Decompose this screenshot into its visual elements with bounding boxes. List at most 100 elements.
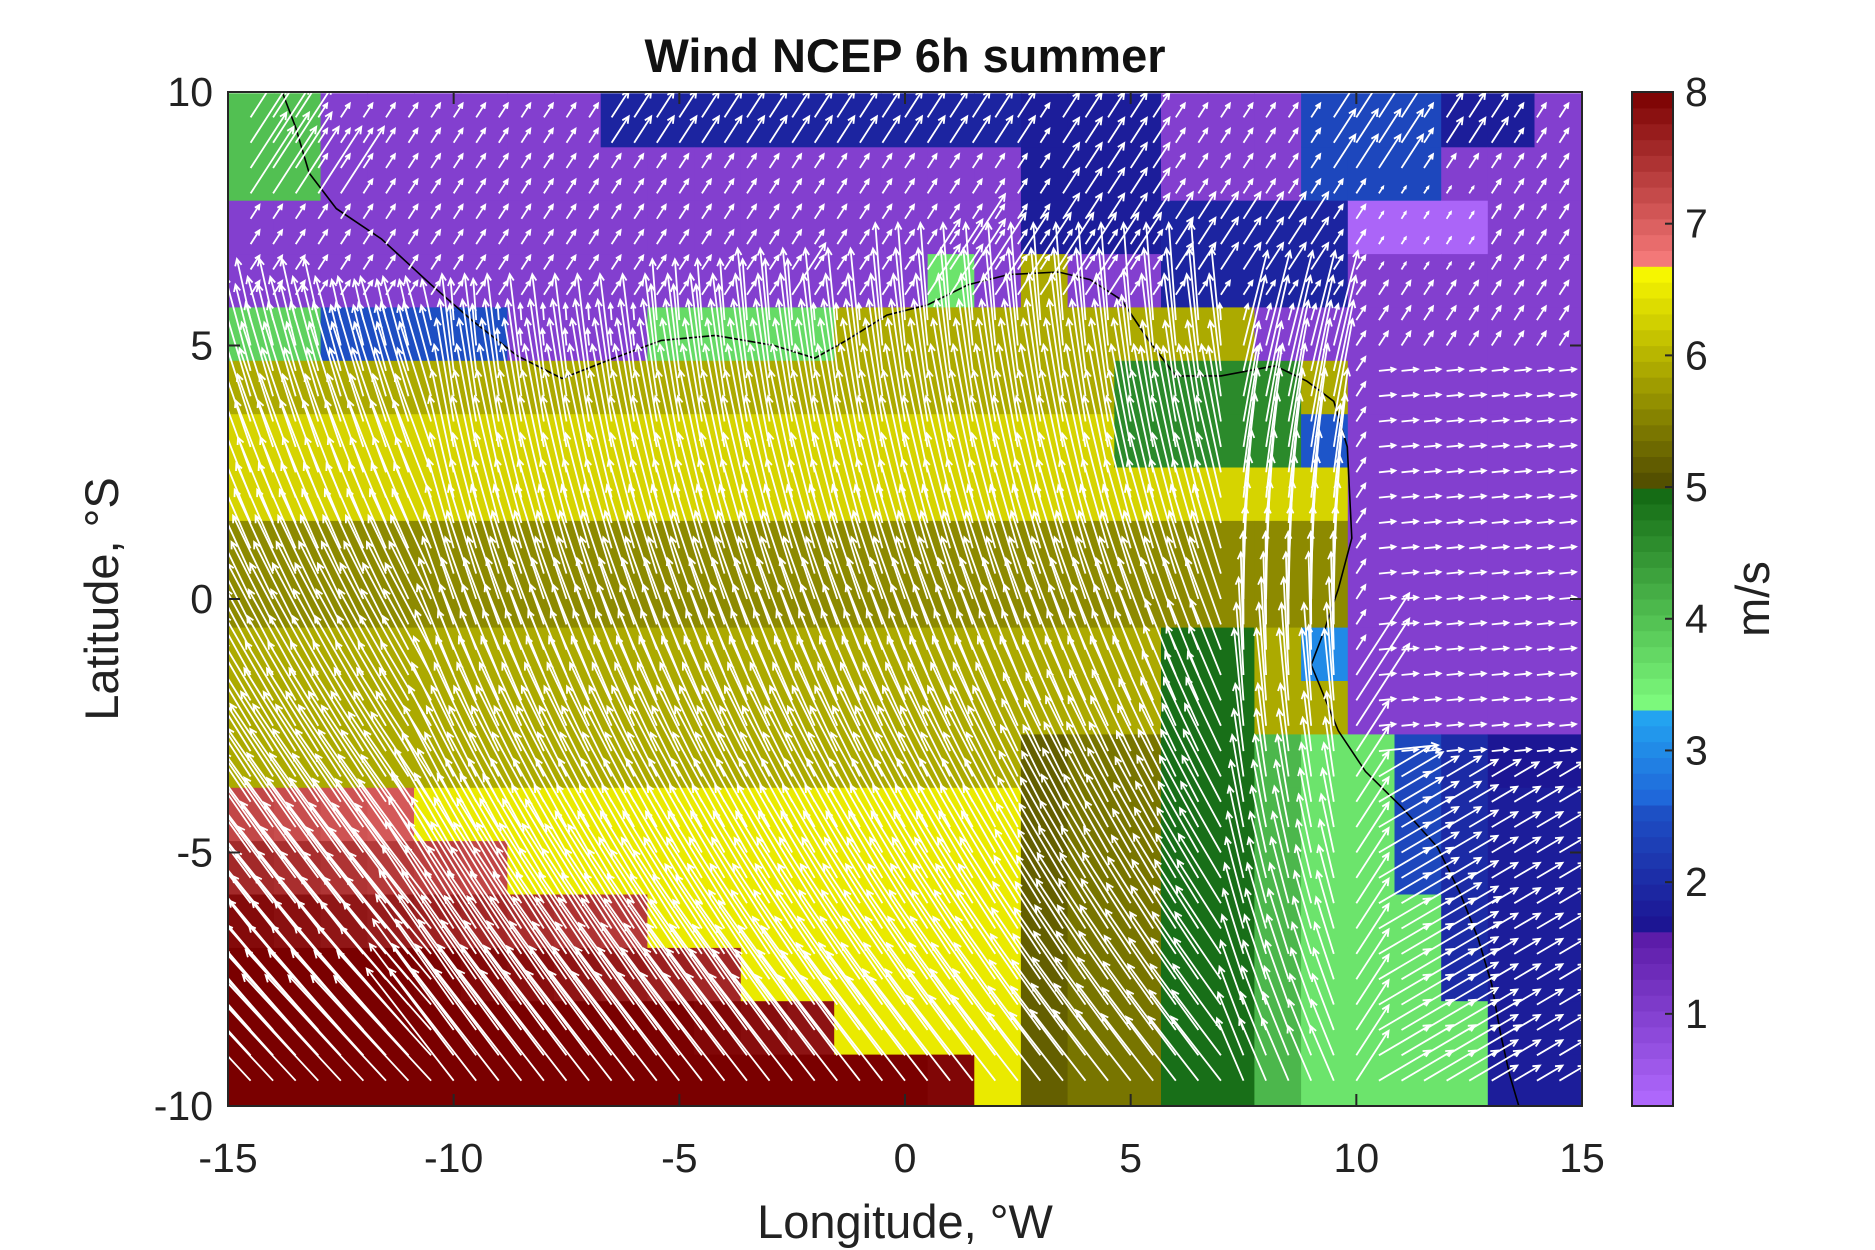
wind-arrow — [1001, 608, 1042, 701]
colorbar-swatch — [1632, 1042, 1673, 1059]
wind-arrow — [862, 661, 906, 752]
wind-arrow — [1378, 670, 1398, 678]
wind-arrow — [294, 92, 314, 118]
wind-arrow — [650, 483, 681, 574]
wind-arrow — [317, 125, 363, 194]
wind-arrow — [915, 809, 974, 904]
wind-arrow — [499, 342, 523, 448]
wind-arrow — [1333, 228, 1344, 245]
wind-arrow — [1208, 246, 1222, 346]
wind-arrow — [1063, 773, 1109, 853]
wind-arrow — [267, 640, 320, 727]
wind-arrow — [272, 228, 284, 245]
wind-arrow — [1355, 634, 1367, 651]
wind-arrow — [1581, 191, 1582, 194]
wind-arrow — [302, 461, 342, 549]
wind-arrow — [1513, 177, 1525, 194]
wind-arrow — [719, 457, 748, 549]
wind-arrow — [1468, 784, 1500, 803]
heatmap-cell — [1534, 413, 1582, 468]
wind-arrow — [1581, 724, 1582, 726]
wind-arrow — [955, 608, 997, 701]
wind-arrow — [949, 228, 961, 245]
wind-arrow — [841, 915, 906, 1006]
wind-arrow — [746, 114, 766, 144]
wind-arrow — [1040, 773, 1087, 853]
wind-arrow — [606, 457, 636, 549]
wind-arrow — [469, 731, 523, 828]
wind-arrow — [445, 509, 478, 600]
wind-arrow — [1378, 92, 1380, 93]
wind-arrow — [588, 127, 600, 144]
colorbar-swatch — [1632, 218, 1673, 236]
wind-arrow — [1084, 116, 1103, 144]
wind-arrow — [777, 862, 839, 955]
wind-arrow — [1401, 751, 1445, 778]
wind-arrow — [337, 753, 410, 854]
wind-arrow — [422, 509, 455, 600]
wind-arrow — [501, 661, 545, 752]
wind-arrow — [1514, 594, 1533, 601]
wind-arrow — [615, 635, 658, 727]
wind-arrow — [1226, 784, 1245, 853]
wind-arrow — [1536, 1064, 1565, 1082]
wind-arrow — [901, 431, 929, 524]
wind-arrow — [305, 346, 342, 448]
wind-arrow — [1287, 127, 1299, 144]
wind-arrow — [676, 431, 703, 524]
wind-arrow — [584, 327, 592, 346]
wind-arrow — [1490, 279, 1502, 296]
wind-arrow — [1445, 152, 1457, 169]
wind-arrow — [710, 836, 771, 929]
wind-arrow — [697, 394, 726, 498]
wind-arrow — [884, 316, 906, 422]
wind-arrow — [362, 177, 374, 194]
wind-arrow — [1514, 442, 1533, 449]
heatmap-cell — [1347, 466, 1396, 521]
wind-arrow — [546, 316, 568, 422]
wind-arrow — [1446, 391, 1466, 399]
wind-arrow — [430, 177, 442, 194]
wind-arrow — [674, 457, 703, 549]
wind-arrow — [434, 968, 523, 1082]
wind-arrow — [1107, 192, 1126, 220]
wind-arrow — [514, 731, 568, 828]
wind-arrow — [881, 203, 893, 220]
wind-arrow — [1491, 811, 1520, 828]
wind-arrow — [243, 300, 274, 397]
wind-arrow — [607, 327, 614, 346]
wind-arrow — [929, 967, 997, 1056]
wind-arrow — [1514, 543, 1533, 551]
wind-arrow — [971, 192, 1007, 245]
wind-arrow — [1170, 457, 1200, 549]
wind-arrow — [920, 483, 951, 574]
wind-arrow — [632, 368, 658, 473]
wind-arrow — [266, 300, 297, 397]
wind-arrow — [514, 483, 545, 574]
wind-arrow — [1196, 368, 1222, 473]
wind-arrow — [643, 836, 703, 929]
wind-arrow — [579, 535, 613, 625]
wind-arrow — [467, 757, 523, 853]
wind-arrow — [1310, 274, 1336, 372]
wind-arrow — [1129, 192, 1148, 220]
wind-arrow — [988, 958, 1042, 1031]
wind-arrow — [1143, 535, 1177, 625]
wind-arrow — [1333, 177, 1344, 194]
colorbar-swatch — [1632, 393, 1673, 410]
wind-arrow — [1017, 92, 1036, 118]
wind-arrow — [815, 342, 839, 448]
wind-arrow — [340, 92, 342, 93]
wind-arrow — [446, 731, 500, 828]
wind-arrow — [228, 950, 319, 1056]
wind-arrow — [1514, 92, 1516, 93]
wind-arrow — [1491, 366, 1511, 373]
wind-arrow — [1242, 152, 1254, 169]
wind-arrow — [460, 943, 545, 1056]
wind-arrow — [799, 862, 861, 955]
wind-arrow — [636, 316, 658, 422]
wind-arrow — [1355, 1003, 1390, 1056]
heatmap-cell — [740, 1054, 789, 1106]
wind-arrow — [520, 152, 532, 169]
wind-arrow — [483, 272, 500, 372]
